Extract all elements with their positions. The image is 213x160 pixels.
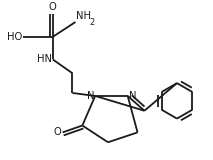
Text: N: N (129, 91, 136, 101)
Text: 2: 2 (89, 19, 94, 28)
Text: O: O (54, 127, 62, 137)
Text: N: N (87, 91, 94, 101)
Text: HO: HO (7, 32, 22, 42)
Text: HN: HN (37, 54, 52, 64)
Text: O: O (49, 2, 57, 12)
Text: NH: NH (76, 11, 91, 21)
